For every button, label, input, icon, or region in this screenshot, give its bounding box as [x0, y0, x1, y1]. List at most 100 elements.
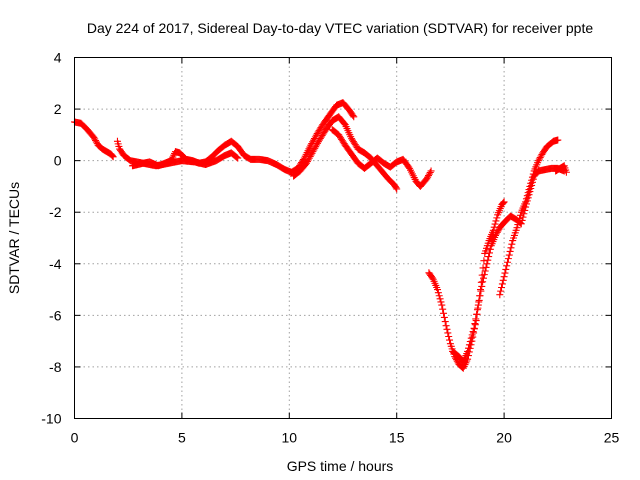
data-point [525, 186, 533, 194]
data-point [502, 265, 510, 273]
data-point [446, 336, 454, 344]
data-point [90, 133, 98, 141]
y-tick-label: -2 [49, 204, 62, 220]
y-tick-label: -10 [41, 411, 61, 427]
data-point [535, 155, 543, 163]
data-point [108, 151, 116, 159]
x-tick-label: 10 [282, 430, 298, 446]
series-layer [71, 99, 570, 372]
data-point [534, 157, 542, 165]
data-point [483, 260, 491, 268]
data-point [441, 318, 449, 326]
y-tick-label: 2 [54, 101, 62, 117]
y-tick-label: -6 [49, 307, 62, 323]
data-point [465, 344, 473, 352]
data-point [425, 170, 433, 178]
data-point [492, 230, 500, 238]
data-point [496, 291, 504, 299]
data-point [485, 253, 493, 261]
data-point [482, 263, 490, 271]
data-point [492, 231, 500, 239]
data-point [443, 325, 451, 333]
data-point [427, 167, 435, 175]
data-point [467, 334, 475, 342]
data-point [486, 245, 494, 253]
data-point [439, 305, 447, 313]
y-tick-label: 4 [54, 50, 62, 66]
x-axis-label: GPS time / hours [287, 458, 394, 474]
data-point [424, 172, 432, 180]
data-point [499, 276, 507, 284]
data-point [423, 175, 431, 183]
axis-ticks: 0 5 10 15 20 25 -10 -8 -6 -4 -2 0 2 4 [41, 50, 619, 446]
data-point [468, 331, 476, 339]
data-point [554, 136, 562, 144]
data-point [516, 214, 524, 222]
data-point [475, 296, 483, 304]
data-point [476, 292, 484, 300]
y-axis-label: SDTVAR / TECUs [6, 182, 22, 294]
data-point [91, 135, 99, 143]
data-point [528, 176, 536, 184]
plot-frame [74, 57, 612, 419]
data-point [473, 306, 481, 314]
data-point [428, 274, 436, 282]
data-point [392, 184, 400, 192]
series-track-6 [425, 198, 508, 372]
data-point [481, 267, 489, 275]
data-point [435, 292, 443, 300]
data-point [508, 240, 516, 248]
data-point [562, 168, 570, 176]
data-point [471, 320, 479, 328]
data-point [499, 199, 507, 207]
data-point [108, 152, 116, 160]
series-track-3 [128, 149, 242, 170]
data-point [536, 154, 544, 162]
data-point [92, 137, 100, 145]
data-point [466, 338, 474, 346]
x-tick-label: 5 [178, 430, 186, 446]
data-point [515, 217, 523, 225]
data-point [437, 298, 445, 306]
data-point [526, 182, 534, 190]
data-point [497, 287, 505, 295]
y-tick-label: -4 [49, 256, 62, 272]
data-point [464, 347, 472, 355]
data-point [529, 170, 537, 178]
data-point [479, 274, 487, 282]
data-point [527, 179, 535, 187]
data-point [492, 217, 500, 225]
data-point [234, 154, 242, 162]
data-point [92, 138, 100, 146]
data-point [491, 220, 499, 228]
data-point [484, 256, 492, 264]
data-point [504, 255, 512, 263]
data-point [500, 198, 508, 206]
data-point [503, 262, 511, 270]
data-point [472, 315, 480, 323]
data-point [478, 282, 486, 290]
data-point [507, 244, 515, 252]
grid [74, 57, 612, 419]
data-point [233, 153, 241, 161]
data-point [516, 211, 524, 219]
data-point [465, 341, 473, 349]
data-point [480, 271, 488, 279]
data-point [498, 284, 506, 292]
x-tick-label: 20 [496, 430, 512, 446]
series-track-7 [449, 164, 568, 366]
chart-title: Day 224 of 2017, Sidereal Day-to-day VTE… [87, 20, 594, 36]
data-point [424, 173, 432, 181]
data-point [485, 249, 493, 257]
data-point [493, 214, 501, 222]
data-point [473, 310, 481, 318]
data-point [434, 286, 442, 294]
data-point [498, 280, 506, 288]
series-track-1 [71, 118, 117, 161]
series-track-5 [328, 126, 435, 190]
data-point [477, 287, 485, 295]
data-point [109, 153, 117, 161]
data-point [436, 295, 444, 303]
data-point [524, 189, 532, 197]
